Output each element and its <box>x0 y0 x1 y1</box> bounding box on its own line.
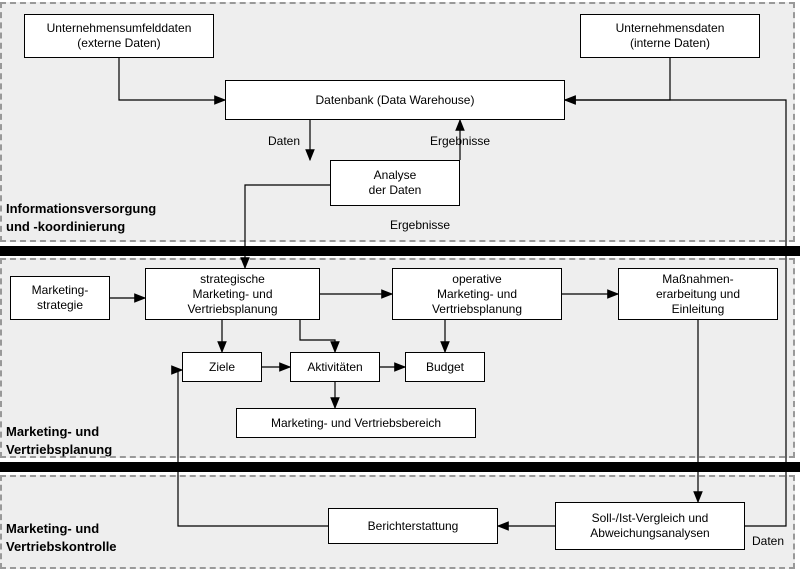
node-ziele: Ziele <box>182 352 262 382</box>
section-label-info: Informationsversorgung und -koordinierun… <box>6 200 156 235</box>
node-interne-daten: Unternehmensdaten(interne Daten) <box>580 14 760 58</box>
section-label-line: Vertriebskontrolle <box>6 539 117 554</box>
node-strategische-planung: strategischeMarketing- undVertriebsplanu… <box>145 268 320 320</box>
section-label-line: Marketing- und <box>6 521 99 536</box>
node-aktivitaeten: Aktivitäten <box>290 352 380 382</box>
node-data-warehouse: Datenbank (Data Warehouse) <box>225 80 565 120</box>
node-berichterstattung: Berichterstattung <box>328 508 498 544</box>
node-operative-planung: operativeMarketing- undVertriebsplanung <box>392 268 562 320</box>
edge-label-daten: Daten <box>268 134 300 148</box>
node-budget: Budget <box>405 352 485 382</box>
node-mv-bereich: Marketing- und Vertriebsbereich <box>236 408 476 438</box>
edge-label-ergebnisse-1: Ergebnisse <box>430 134 490 148</box>
node-massnahmen: Maßnahmen-erarbeitung undEinleitung <box>618 268 778 320</box>
section-label-line: Vertriebsplanung <box>6 442 112 457</box>
separator-bar-2 <box>0 462 800 472</box>
separator-bar-1 <box>0 246 800 256</box>
node-analyse: Analyseder Daten <box>330 160 460 206</box>
node-externe-daten: Unternehmensumfelddaten(externe Daten) <box>24 14 214 58</box>
section-label-line: Informationsversorgung <box>6 201 156 216</box>
section-label-control: Marketing- und Vertriebskontrolle <box>6 520 117 555</box>
section-label-line: Marketing- und <box>6 424 99 439</box>
section-label-line: und -koordinierung <box>6 219 125 234</box>
section-label-planning: Marketing- und Vertriebsplanung <box>6 423 112 458</box>
node-marketingstrategie: Marketing-strategie <box>10 276 110 320</box>
node-soll-ist: Soll-/Ist-Vergleich undAbweichungsanalys… <box>555 502 745 550</box>
edge-label-ergebnisse-2: Ergebnisse <box>390 218 450 232</box>
edge-label-daten-2: Daten <box>752 534 784 548</box>
